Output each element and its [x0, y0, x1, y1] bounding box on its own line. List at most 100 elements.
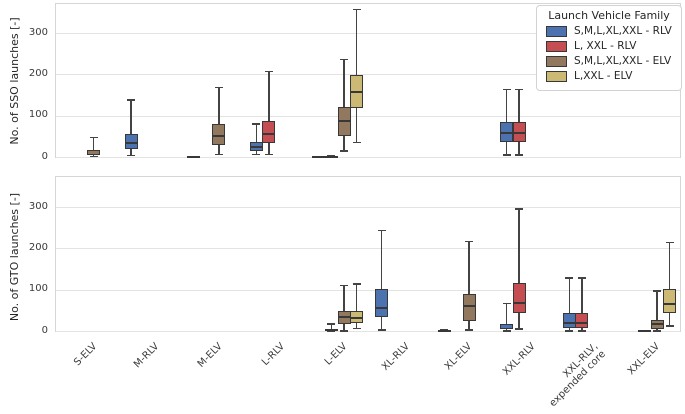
box-M-RLV-rlv_all [124, 133, 138, 149]
legend-swatch-elv_lxxl [546, 70, 567, 82]
median-line [124, 141, 138, 144]
whisker-cap-bottom [502, 330, 511, 332]
legend-entry-elv_lxxl: L,XXL - ELV [546, 70, 674, 82]
median-line [337, 315, 351, 318]
whisker-line [656, 290, 658, 331]
median-line [262, 132, 276, 135]
whisker-cap-top [502, 88, 511, 91]
box-XXL-ELV-elv_lxxl [663, 289, 676, 314]
whisker-cap-bottom [665, 325, 674, 327]
whisker-line [668, 242, 671, 327]
whisker-line [505, 303, 508, 331]
y-tick-label: 0 [41, 150, 48, 162]
x-tick-label: XXL-RLV, expended core [547, 341, 608, 410]
box-XXL-RLV-rlv_lxxl [575, 313, 589, 328]
whisker-cap-top [252, 123, 261, 125]
box-XXL-RLV-rlv_all [500, 324, 514, 330]
x-tick-label: XXL-RLV [500, 341, 538, 378]
whisker-line [268, 71, 270, 155]
legend-entry-elv_all: S,M,L,XL,XXL - ELV [546, 55, 674, 67]
median-line [663, 303, 676, 306]
legend-swatch-elv_all [546, 55, 567, 67]
legend-entry-rlv_lxxl: L, XXL - RLV [546, 40, 674, 52]
median-line [350, 90, 363, 93]
whisker-cap-bottom [502, 154, 511, 156]
median-line [212, 134, 226, 137]
whisker-line [518, 208, 520, 330]
x-tick-label: M-ELV [195, 341, 225, 370]
median-line [575, 321, 589, 324]
whisker-cap-top [340, 284, 348, 287]
box-M-ELV-rlv_all [187, 156, 201, 159]
whisker-cap-top [264, 70, 273, 73]
whisker-line [581, 277, 583, 331]
grid-line [56, 74, 680, 76]
gto-plot-area [55, 176, 681, 333]
whisker-cap-top [515, 208, 524, 210]
box-XXL-ELV-rlv_lxxl [637, 330, 651, 333]
median-line [500, 131, 514, 134]
box-XL-RLV-rlv_all [375, 289, 388, 317]
box-XXL-RLV-rlv_all [562, 313, 576, 328]
whisker-cap-top [653, 290, 661, 292]
whisker-cap-top [565, 277, 574, 279]
whisker-line [255, 123, 258, 155]
whisker-cap-bottom [565, 330, 574, 332]
median-line [375, 307, 388, 310]
legend-label-elv_lxxl: L,XXL - ELV [574, 70, 633, 82]
box-S-ELV-elv_all [87, 150, 101, 155]
median-line [337, 120, 351, 123]
legend-entries: S,M,L,XL,XXL - RLV L, XXL - RLV S,M,L,XL,X… [544, 25, 674, 82]
whisker-cap-top [465, 240, 474, 243]
whisker-cap-top [377, 229, 386, 232]
whisker-line [380, 230, 383, 331]
legend: Launch Vehicle Family S,M,L,XL,XXL - RLV… [536, 5, 682, 91]
median-line [462, 305, 476, 308]
whisker-cap-bottom [577, 330, 586, 332]
grid-line [56, 331, 680, 332]
whisker-cap-bottom [515, 328, 524, 330]
whisker-line [330, 323, 333, 331]
y-tick-label: 200 [28, 67, 48, 79]
y-tick-label: 300 [28, 200, 48, 212]
y-tick-label: 300 [28, 26, 48, 38]
grid-line [56, 157, 680, 158]
whisker-cap-bottom [352, 141, 361, 144]
whisker-cap-bottom [89, 155, 98, 158]
box-M-ELV-elv_all [212, 123, 226, 145]
whisker-cap-top [352, 8, 361, 11]
box-L-ELV-rlv_all [312, 156, 326, 159]
median-line [512, 302, 526, 305]
box-XXL-RLV-rlv_lxxl [512, 282, 526, 314]
whisker-cap-top [665, 241, 674, 244]
whisker-cap-bottom [340, 150, 348, 152]
whisker-line [130, 99, 132, 156]
y-tick-label: 100 [28, 283, 48, 295]
whisker-cap-top [352, 283, 361, 285]
legend-label-rlv_lxxl: L, XXL - RLV [574, 40, 637, 52]
whisker-cap-bottom [264, 153, 273, 156]
median-line [650, 323, 664, 326]
legend-swatch-rlv_lxxl [546, 40, 567, 52]
whisker-cap-top [340, 58, 348, 61]
whisker-cap-bottom [252, 153, 261, 156]
grid-line [56, 115, 680, 117]
x-tick-label: XL-ELV [443, 341, 475, 373]
legend-title: Launch Vehicle Family [548, 9, 670, 22]
whisker-line [343, 285, 345, 331]
x-tick-label: XXL-ELV [626, 341, 663, 378]
box-L-ELV-rlv_lxxl [324, 155, 338, 158]
whisker-line [92, 137, 95, 157]
whisker-cap-bottom [465, 329, 474, 331]
whisker-line [568, 277, 571, 331]
y-tick-label: 100 [28, 109, 48, 121]
median-line [512, 132, 526, 135]
whisker-cap-bottom [214, 153, 223, 156]
whisker-cap-top [577, 277, 586, 279]
median-line [350, 316, 363, 319]
legend-label-rlv_all: S,M,L,XL,XXL - RLV [574, 25, 672, 37]
whisker-cap-top [214, 86, 223, 89]
x-tick-label: XL-RLV [380, 341, 413, 373]
box-L-ELV-elv_all [337, 311, 351, 325]
